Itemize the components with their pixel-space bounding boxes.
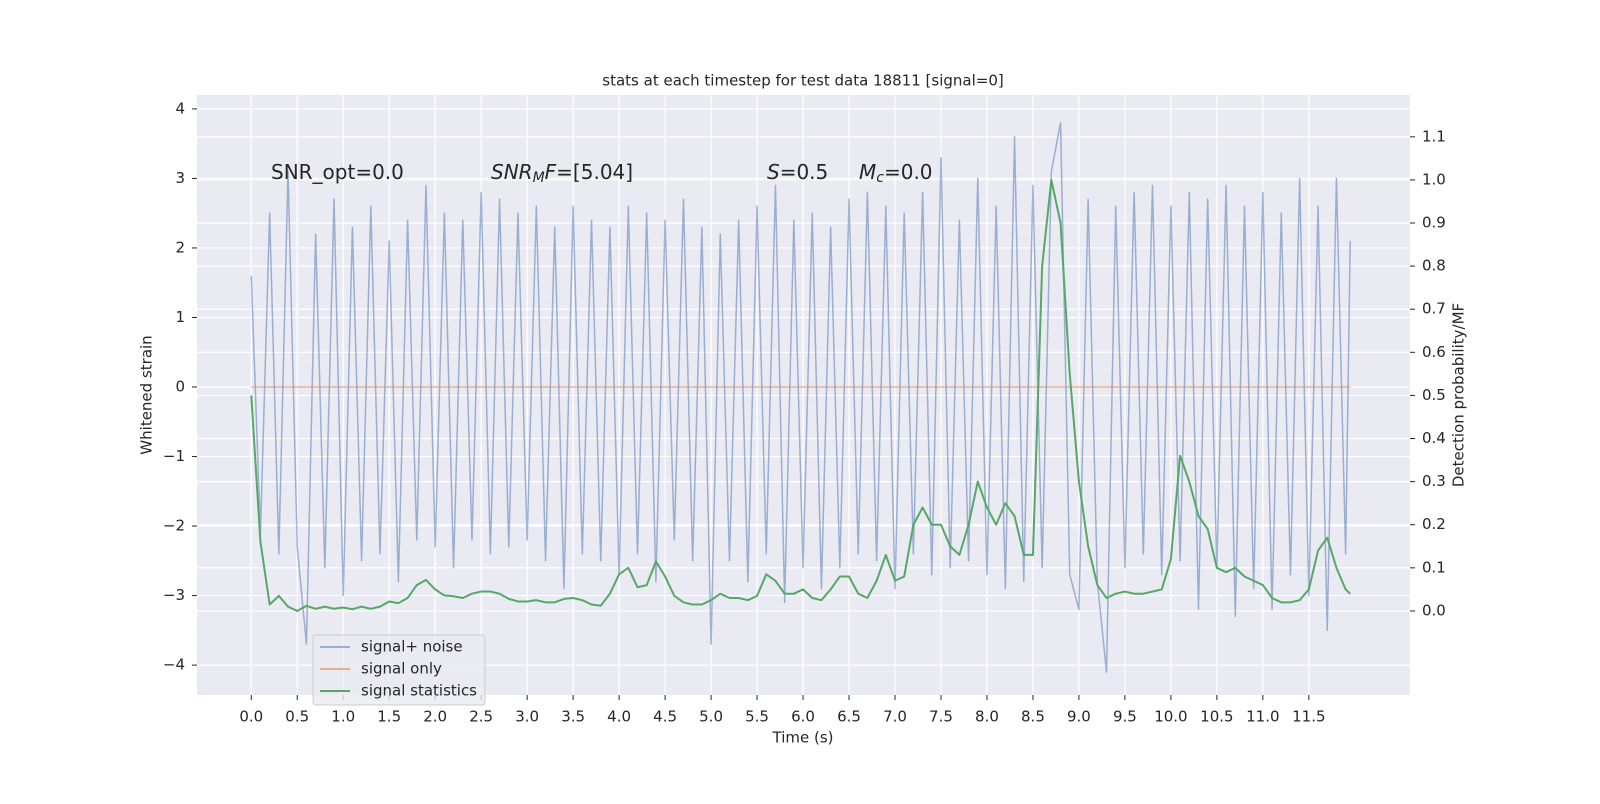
annotation-part: =[5.04] [556,160,633,184]
x-tick-label: 5.0 [699,708,723,726]
annotation-part: M [533,170,545,186]
x-tick-label: 9.0 [1067,708,1091,726]
y2-axis-label: Detection probability/MF [1450,303,1468,487]
y2-tick-label: 1.0 [1422,170,1446,188]
x-tick-label: 2.5 [469,708,493,726]
x-tick-label: 9.5 [1113,708,1137,726]
x-tick-label: 4.0 [607,708,631,726]
x-tick-label: 0.5 [285,708,309,726]
x-tick-label: 4.5 [653,708,677,726]
y2-tick-label: 0.7 [1422,300,1446,318]
annotation: S=0.5 [767,160,828,184]
y2-tick-label: 0.2 [1422,515,1446,533]
legend-box [312,634,486,706]
y2-tick-label: 0.1 [1422,558,1446,576]
y2-tick-label: 0.4 [1422,429,1446,447]
annotation-part: S [767,160,780,184]
y2-tick-label: 0.6 [1422,343,1446,361]
x-tick-label: 10.0 [1154,708,1187,726]
x-tick-label: 7.5 [929,708,953,726]
y2-tick-label: 0.0 [1422,601,1446,619]
annotation-part: F [545,160,557,184]
y-tick-label: −1 [163,447,185,465]
x-tick-label: 6.5 [837,708,861,726]
y-tick-label: −2 [163,517,185,535]
x-tick-label: 11.5 [1292,708,1325,726]
y-tick-label: 2 [175,238,185,256]
x-tick-label: 5.5 [745,708,769,726]
annotation-part: =0.5 [780,160,829,184]
legend-label: signal only [361,660,442,678]
x-tick-label: 0.0 [239,708,263,726]
annotation-part: SNR_opt=0.0 [271,160,404,184]
annotation-part: M [859,160,876,184]
annotation: SNR_opt=0.0 [271,160,404,184]
y-tick-label: 4 [175,99,185,117]
y2-tick-label: 0.9 [1422,214,1446,232]
annotation: Mc=0.0 [859,160,933,187]
annotation-part: SNR [491,160,533,184]
annotation-part: c [876,170,884,186]
chart-title: stats at each timestep for test data 188… [602,72,1003,90]
x-tick-label: 1.5 [377,708,401,726]
annotation: SNRMF=[5.04] [491,160,633,187]
y-tick-label: 3 [175,169,185,187]
x-tick-label: 7.0 [883,708,907,726]
x-tick-label: 11.0 [1246,708,1279,726]
x-tick-label: 10.5 [1200,708,1233,726]
series-line [250,178,1351,612]
x-tick-label: 8.0 [975,708,999,726]
y-tick-label: −4 [163,656,185,674]
y-tick-label: −3 [163,586,185,604]
x-tick-label: 1.0 [331,708,355,726]
y2-tick-label: 0.5 [1422,386,1446,404]
y-tick-label: 0 [175,378,185,396]
annotation-part: =0.0 [884,160,933,184]
y2-tick-label: 1.1 [1422,127,1446,145]
y-axis-label: Whitened strain [138,335,156,454]
y-tick-label: 1 [175,308,185,326]
legend-label: signal+ noise [361,638,463,656]
x-axis-label: Time (s) [772,729,834,747]
x-tick-label: 2.0 [423,708,447,726]
legend-label: signal statistics [361,682,477,700]
x-tick-label: 8.5 [1021,708,1045,726]
x-tick-label: 3.5 [561,708,585,726]
series-line [250,122,1351,673]
y2-tick-label: 0.8 [1422,257,1446,275]
y2-tick-label: 0.3 [1422,472,1446,490]
x-tick-label: 6.0 [791,708,815,726]
x-tick-label: 3.0 [515,708,539,726]
